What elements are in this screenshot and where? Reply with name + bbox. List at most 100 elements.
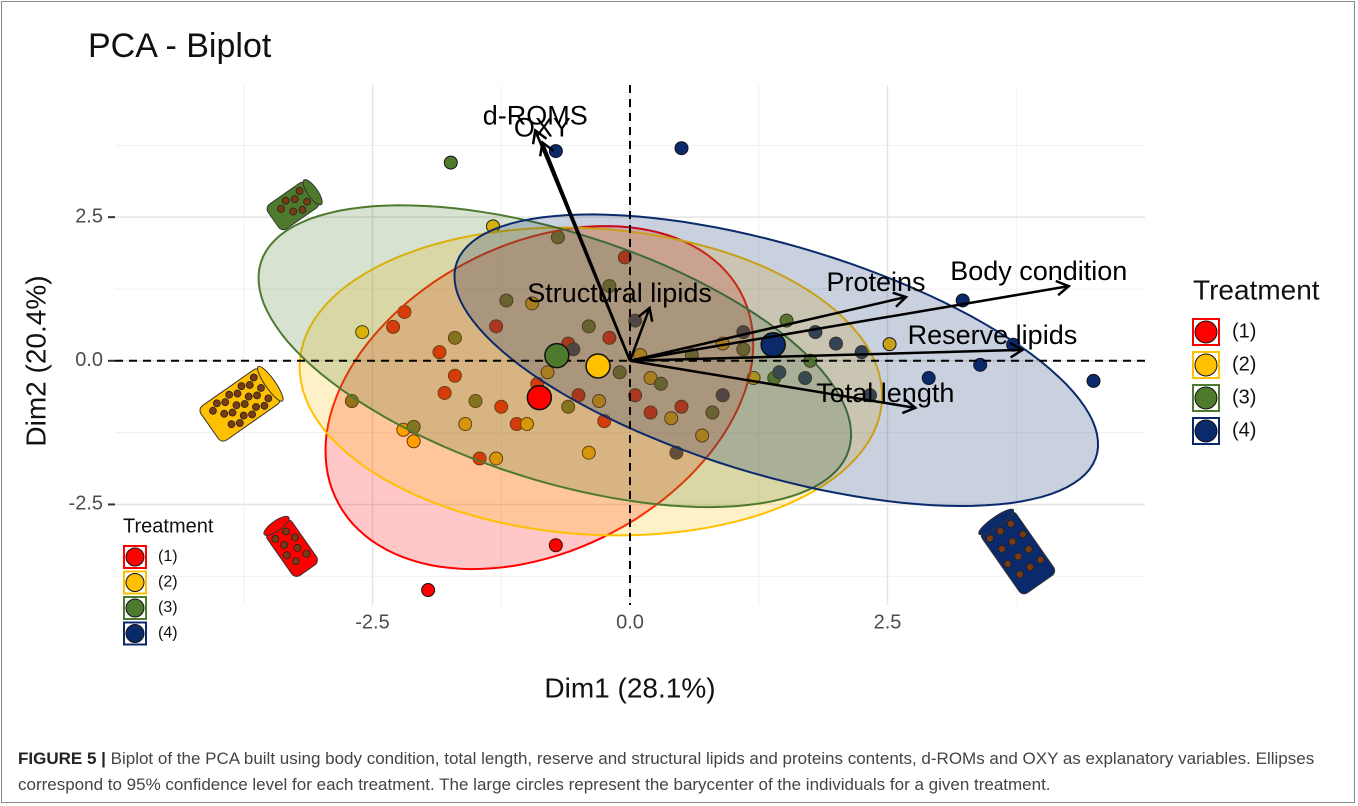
- icon-top: [302, 179, 323, 206]
- point: [581, 319, 596, 334]
- point: [653, 376, 668, 391]
- inset-legend-label: (4): [158, 625, 178, 642]
- point: [705, 405, 720, 420]
- icon-top: [263, 515, 290, 536]
- legend-label: (1): [1232, 320, 1256, 342]
- icon-dot: [240, 400, 249, 408]
- point: [628, 313, 643, 328]
- point: [602, 279, 617, 294]
- icon-dot: [227, 420, 236, 429]
- legend-swatch: [1194, 419, 1218, 443]
- point: [499, 293, 514, 308]
- confidence-ellipse: [298, 226, 884, 537]
- point: [525, 296, 540, 311]
- point: [447, 330, 462, 345]
- icon-dot: [986, 534, 994, 543]
- point: [664, 411, 679, 426]
- point: [458, 417, 473, 432]
- x-axis-title: Dim1 (28.1%): [544, 672, 715, 703]
- icon-dot: [228, 408, 237, 417]
- variable-arrow: [629, 359, 916, 410]
- icon-dot: [1024, 545, 1033, 554]
- legend-title: Treatment: [1193, 274, 1320, 305]
- icon-dot: [212, 399, 221, 408]
- caption: FIGURE 5 | Biplot of the PCA built using…: [18, 746, 1343, 798]
- icon-dot: [282, 551, 291, 560]
- icon-dot: [233, 389, 242, 398]
- barycenter: [526, 384, 553, 411]
- icon-dot: [281, 196, 290, 205]
- icon-dot: [302, 549, 311, 558]
- point: [520, 417, 534, 432]
- variable-label: Total length: [816, 378, 954, 408]
- treatment-icon: [199, 365, 284, 442]
- point: [695, 428, 710, 443]
- legend-label: (2): [1232, 353, 1256, 375]
- icon-dot: [298, 205, 307, 214]
- point: [592, 394, 607, 409]
- point: [489, 451, 504, 466]
- x-tick-label: 2.5: [874, 611, 902, 633]
- point: [437, 385, 452, 400]
- icon-dot: [221, 398, 230, 407]
- point: [447, 368, 462, 383]
- arrow-head: [892, 291, 909, 308]
- inset-legend-label: (2): [158, 574, 178, 591]
- arrow-head: [531, 128, 548, 145]
- icon-dot: [1006, 519, 1015, 528]
- icon-dot: [303, 197, 311, 206]
- icon-dot: [282, 527, 290, 536]
- icon-dot: [1036, 555, 1045, 564]
- treatment-icon: [978, 508, 1056, 595]
- legend-swatch: [1194, 320, 1218, 344]
- inset-legend-label: (1): [158, 548, 178, 565]
- icon-dot: [232, 401, 241, 410]
- point: [798, 371, 813, 386]
- icon-dot: [290, 195, 299, 204]
- icon-dot: [237, 382, 246, 391]
- point: [355, 325, 370, 340]
- point: [386, 319, 401, 334]
- point: [548, 538, 563, 553]
- point: [494, 399, 509, 414]
- point: [921, 371, 936, 386]
- icon-dot: [260, 401, 269, 410]
- icon-dot: [252, 403, 260, 411]
- point: [1086, 373, 1101, 388]
- variable-arrow: [629, 348, 1023, 363]
- x-tick-label: 0.0: [616, 611, 644, 633]
- icon-dot: [996, 527, 1005, 536]
- icon-dot: [239, 411, 248, 420]
- variable-label: Structural lipids: [527, 278, 712, 308]
- chart: PCA - Biplot Dim1 (28.1%) Dim2 (20.4%) T…: [20, 27, 1320, 703]
- icon-dot: [209, 406, 217, 415]
- icon-dot: [245, 381, 254, 389]
- icon-dot: [998, 545, 1006, 553]
- point: [772, 365, 787, 380]
- icon-dot: [225, 390, 234, 399]
- variable-arrow: [629, 295, 907, 363]
- point: [829, 336, 843, 351]
- icon-dot: [1003, 559, 1012, 568]
- legend-swatch: [1194, 386, 1218, 410]
- y-tick-label: -2.5: [69, 493, 103, 515]
- arrow-head: [538, 140, 555, 157]
- inset-legend-swatch: [125, 573, 145, 592]
- point: [862, 388, 877, 403]
- icon-dot: [248, 410, 256, 419]
- variable-label: Reserve lipids: [908, 320, 1078, 350]
- variable-arrow: [629, 284, 1069, 363]
- icon-dot: [293, 543, 302, 552]
- icon-dot: [1008, 537, 1017, 546]
- legend-swatch: [1194, 353, 1218, 377]
- icon-dot: [1026, 563, 1035, 571]
- point: [443, 155, 458, 170]
- y-tick-label: 0.0: [75, 349, 103, 371]
- point: [581, 445, 596, 460]
- arrow-head: [901, 397, 918, 415]
- y-axis-title: Dim2 (20.4%): [20, 275, 51, 446]
- variable-arrow: [541, 141, 632, 362]
- inset-legend-swatch: [125, 547, 145, 567]
